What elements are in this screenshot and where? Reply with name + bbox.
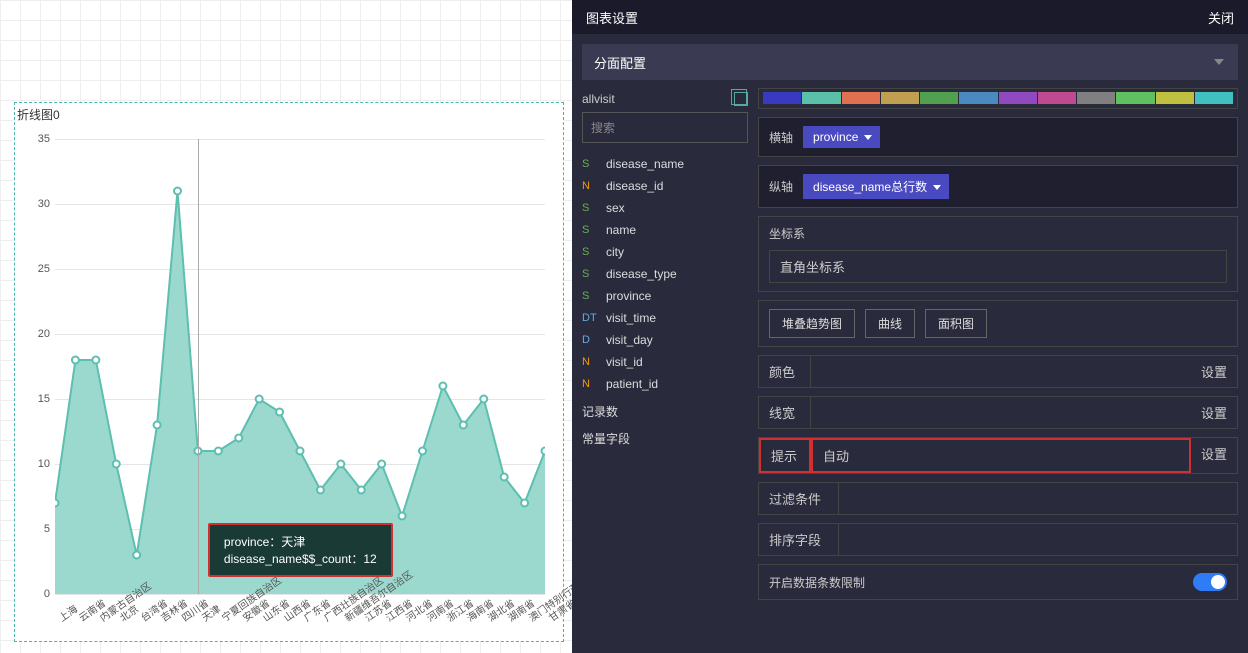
xaxis-pill[interactable]: province	[803, 126, 880, 148]
field-type-icon: N	[582, 180, 598, 192]
config-column: 横轴 province 纵轴 disease_name总行数 坐标系 直角坐标系…	[758, 80, 1248, 653]
field-type-icon: D	[582, 334, 598, 346]
datasource-name: allvisit	[582, 92, 615, 106]
facet-config-row[interactable]: 分面配置	[582, 44, 1238, 80]
field-type-icon: S	[582, 224, 598, 236]
field-item[interactable]: Sdisease_type	[582, 263, 748, 285]
copy-icon[interactable]	[734, 92, 748, 106]
field-name: sex	[606, 201, 625, 215]
y-axis: 05101520253035	[30, 139, 50, 614]
field-type-icon: S	[582, 268, 598, 280]
yaxis-pill[interactable]: disease_name总行数	[803, 174, 949, 199]
chart-container[interactable]: 折线图0 05101520253035 上海云南省内蒙古自治区北京台湾省吉林省四…	[14, 102, 564, 642]
limit-config: 开启数据条数限制	[758, 564, 1238, 600]
field-name: disease_name	[606, 157, 684, 171]
hover-vline	[198, 139, 199, 594]
field-type-icon: S	[582, 246, 598, 258]
field-type-icon: S	[582, 202, 598, 214]
panel-title: 图表设置	[586, 8, 638, 27]
tooltip-line2: disease_name$$_count：12	[224, 550, 377, 567]
search-input[interactable]: 搜索	[582, 112, 748, 143]
limit-toggle[interactable]	[1193, 573, 1227, 591]
color-setting[interactable]: 设置	[1191, 356, 1237, 387]
coord-value[interactable]: 直角坐标系	[769, 250, 1227, 283]
color-config: 颜色 设置	[758, 355, 1238, 388]
field-item[interactable]: Ssex	[582, 197, 748, 219]
curve-button[interactable]: 曲线	[865, 309, 915, 338]
yaxis-config: 纵轴 disease_name总行数	[758, 165, 1238, 208]
field-item[interactable]: Dvisit_day	[582, 329, 748, 351]
canvas-area[interactable]: 折线图0 05101520253035 上海云南省内蒙古自治区北京台湾省吉林省四…	[0, 0, 572, 653]
x-axis: 上海云南省内蒙古自治区北京台湾省吉林省四川省天津宁夏回族自治区安徽省山东省山西省…	[55, 606, 545, 646]
field-item[interactable]: Ndisease_id	[582, 175, 748, 197]
palette-row[interactable]	[758, 88, 1238, 109]
field-item[interactable]: Npatient_id	[582, 373, 748, 395]
field-name: province	[606, 289, 651, 303]
xaxis-config: 横轴 province	[758, 117, 1238, 157]
field-name: visit_time	[606, 311, 656, 325]
field-name: visit_id	[606, 355, 643, 369]
field-type-icon: N	[582, 378, 598, 390]
fields-column: allvisit 搜索 Sdisease_nameNdisease_idSsex…	[572, 80, 758, 653]
field-item[interactable]: Sname	[582, 219, 748, 241]
field-item[interactable]: DT visit_time	[582, 307, 748, 329]
filter-config: 过滤条件	[758, 482, 1238, 515]
tooltip-line1: province：天津	[224, 533, 377, 550]
field-name: patient_id	[606, 377, 658, 391]
chart-type-buttons: 堆叠趋势图 曲线 面积图	[758, 300, 1238, 347]
field-name: disease_id	[606, 179, 663, 193]
chart-tooltip: province：天津 disease_name$$_count：12	[208, 523, 393, 577]
field-item[interactable]: Nvisit_id	[582, 351, 748, 373]
records-section[interactable]: 记录数	[582, 395, 748, 422]
tooltip-setting[interactable]: 设置	[1191, 438, 1237, 473]
field-type-icon: S	[582, 290, 598, 302]
chart-title: 折线图0	[15, 103, 563, 123]
settings-panel: 图表设置 关闭 分面配置 allvisit 搜索 Sdisease_nameNd…	[572, 0, 1248, 653]
field-list: Sdisease_nameNdisease_idSsexSnameScitySd…	[582, 153, 748, 395]
field-name: name	[606, 223, 636, 237]
field-type-icon: DT	[582, 312, 598, 324]
constants-section[interactable]: 常量字段	[582, 422, 748, 449]
tooltip-config: 提示 自动 设置	[758, 437, 1238, 474]
field-name: visit_day	[606, 333, 653, 347]
panel-header: 图表设置 关闭	[572, 0, 1248, 34]
area-button[interactable]: 面积图	[925, 309, 987, 338]
linewidth-config: 线宽 设置	[758, 396, 1238, 429]
field-item[interactable]: Sprovince	[582, 285, 748, 307]
coord-config: 坐标系 直角坐标系	[758, 216, 1238, 292]
linewidth-setting[interactable]: 设置	[1191, 397, 1237, 428]
stack-button[interactable]: 堆叠趋势图	[769, 309, 855, 338]
field-name: disease_type	[606, 267, 677, 281]
field-type-icon: S	[582, 158, 598, 170]
field-item[interactable]: Sdisease_name	[582, 153, 748, 175]
field-name: city	[606, 245, 624, 259]
field-item[interactable]: Scity	[582, 241, 748, 263]
sort-config: 排序字段	[758, 523, 1238, 556]
close-button[interactable]: 关闭	[1208, 8, 1234, 27]
field-type-icon: N	[582, 356, 598, 368]
